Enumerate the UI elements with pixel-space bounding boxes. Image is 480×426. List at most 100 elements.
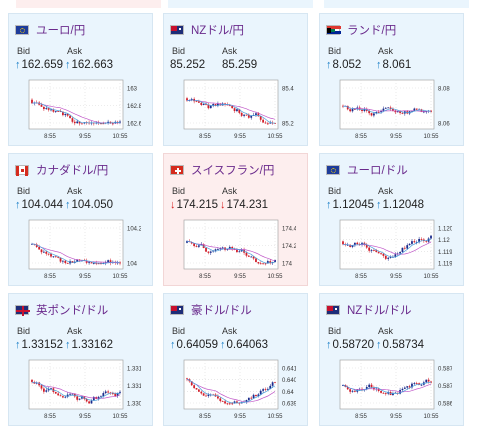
candle <box>264 263 267 265</box>
intraday-chart[interactable]: 174.4 174.2 174 8:55 9:55 10:55 <box>178 217 296 282</box>
short-average-line <box>186 99 276 124</box>
candle <box>190 242 193 244</box>
y-tick-label: 0.5875 <box>438 367 452 373</box>
candle <box>403 247 406 249</box>
y-tick-label: 174.4 <box>282 227 296 233</box>
candle <box>109 392 112 394</box>
ask-price-value: 0.64063 <box>226 339 269 351</box>
candle <box>384 107 387 109</box>
candle <box>413 108 416 111</box>
currency-pair-link[interactable]: ユーロ/円 <box>36 25 86 37</box>
currency-pair-link[interactable]: NZドル/ドル <box>347 305 412 317</box>
tile-header: ランド/円 <box>326 22 396 38</box>
rate-tile-eur-jpy[interactable]: ユーロ/円 Bid Ask ↑162.659 ↑162.663 163 162.8 162.6… <box>8 13 153 146</box>
candle <box>380 253 382 255</box>
candle <box>45 390 48 392</box>
candle <box>236 401 238 403</box>
candle <box>403 387 406 389</box>
candle <box>377 111 380 113</box>
intraday-chart[interactable]: 1.3315 1.331 1.3305 8:55 9:55 10:55 <box>23 357 141 422</box>
candle <box>31 99 33 104</box>
rate-tile-nzd-jpy[interactable]: NZドル/円 Bid Ask 85.252 85.259 85.4 85.2 8:55 9:55… <box>163 13 308 146</box>
eu-flag-icon <box>15 25 29 35</box>
candle <box>59 395 62 397</box>
ask-price: ↑0.58734 <box>376 339 424 351</box>
bid-price: ↑1.33152 <box>15 339 63 351</box>
tile-header: 豪ドル/ドル <box>170 302 252 318</box>
candle <box>370 113 373 116</box>
intraday-chart[interactable]: 0.641 0.6405 0.64 0.6395 8:55 9:55 10:55 <box>178 357 296 422</box>
candle <box>73 121 76 124</box>
intraday-chart[interactable]: 1.1205 1.12 1.1195 1.119 8:55 9:55 10:55 <box>334 217 452 282</box>
candle <box>54 256 57 258</box>
rate-tile-aud-usd[interactable]: 豪ドル/ドルBidAsk↑0.64059↑0.640630.6410.64050… <box>163 293 308 426</box>
x-tick-label: 8:55 <box>355 274 367 280</box>
rate-tile-chf-jpy[interactable]: スイスフラン/円 Bid Ask ↓174.215 ↓174.231 174.4 174.2… <box>163 153 308 286</box>
candle <box>259 116 262 120</box>
bid-price: ↑0.58720 <box>326 339 374 351</box>
x-tick-label: 10:55 <box>267 274 283 280</box>
candle <box>119 121 121 123</box>
candle <box>81 123 83 125</box>
candle <box>259 390 262 395</box>
candle <box>88 401 90 404</box>
currency-pair-link[interactable]: 豪ドル/ドル <box>191 305 252 317</box>
candle <box>40 249 43 253</box>
currency-pair-link[interactable]: NZドル/円 <box>191 25 245 37</box>
rate-tile-gbp-usd[interactable]: 英ポンド/ドルBidAsk↑1.33152↑1.331621.33151.331… <box>8 293 153 426</box>
rate-tile-nzd-usd[interactable]: NZドル/ドルBidAsk↑0.58720↑0.587340.58750.587… <box>319 293 464 426</box>
x-tick-label: 10:55 <box>267 134 283 140</box>
candle <box>193 243 196 246</box>
candle <box>247 255 250 257</box>
x-tick-label: 9:55 <box>234 414 246 420</box>
candle <box>356 242 359 245</box>
candle <box>116 392 119 396</box>
candle <box>236 249 238 253</box>
candle <box>57 256 60 258</box>
intraday-chart[interactable]: 8.08 8.06 8:55 9:55 10:55 <box>334 77 452 142</box>
currency-pair-link[interactable]: 英ポンド/ドル <box>36 305 109 317</box>
currency-pair-link[interactable]: カナダドル/円 <box>36 165 109 177</box>
candle <box>197 389 200 392</box>
x-tick-label: 8:55 <box>44 274 56 280</box>
candle <box>351 245 354 247</box>
currency-pair-link[interactable]: ランド/円 <box>347 25 397 37</box>
candle <box>269 385 272 389</box>
currency-pair-link[interactable]: スイスフラン/円 <box>191 165 275 177</box>
candle <box>207 394 210 397</box>
intraday-chart[interactable]: 104.2 104 8:55 9:55 10:55 <box>23 217 141 282</box>
y-tick-label: 0.6405 <box>282 378 296 384</box>
candle <box>100 123 102 125</box>
candle <box>351 109 354 112</box>
intraday-chart[interactable]: 85.4 85.2 8:55 9:55 10:55 <box>178 77 296 142</box>
candle <box>346 244 349 246</box>
x-tick-label: 8:55 <box>355 134 367 140</box>
rate-tile-grid: ユーロ/円 Bid Ask ↑162.659 ↑162.663 163 162.8 162.6… <box>8 0 469 426</box>
candle <box>47 253 50 255</box>
rate-tile-eur-usd[interactable]: ユーロ/ドルBidAsk↑1.12045↑1.120481.12051.121.… <box>319 153 464 286</box>
currency-pair-link[interactable]: ユーロ/ドル <box>347 165 408 177</box>
intraday-chart[interactable]: 163 162.8 162.6 8:55 9:55 10:55 <box>23 77 141 142</box>
candle <box>197 245 200 247</box>
candle <box>212 104 215 106</box>
candle <box>85 260 88 263</box>
y-tick-label: 0.5865 <box>438 402 452 408</box>
candle <box>107 260 110 263</box>
candle <box>257 394 260 397</box>
up-arrow-icon: ↑ <box>326 339 332 351</box>
candle <box>221 401 224 402</box>
candle <box>389 107 392 110</box>
candle <box>375 250 378 253</box>
candle <box>100 396 102 398</box>
moving-average-line <box>31 243 121 264</box>
rate-tile-zar-jpy[interactable]: ランド/円 Bid Ask ↑8.052 ↑8.061 8.08 8.06 8:55 9:55 1… <box>319 13 464 146</box>
ask-label: Ask <box>378 46 394 56</box>
candle <box>228 403 231 405</box>
intraday-chart[interactable]: 0.5875 0.587 0.5865 8:55 9:55 10:55 <box>334 357 452 422</box>
candle <box>411 110 413 112</box>
candle <box>224 401 226 404</box>
candle <box>88 262 90 264</box>
candle <box>365 244 368 248</box>
candle <box>245 252 248 256</box>
rate-tile-cad-jpy[interactable]: カナダドル/円 Bid Ask ↑104.044 ↑104.050 104.2 104 8:5… <box>8 153 153 286</box>
